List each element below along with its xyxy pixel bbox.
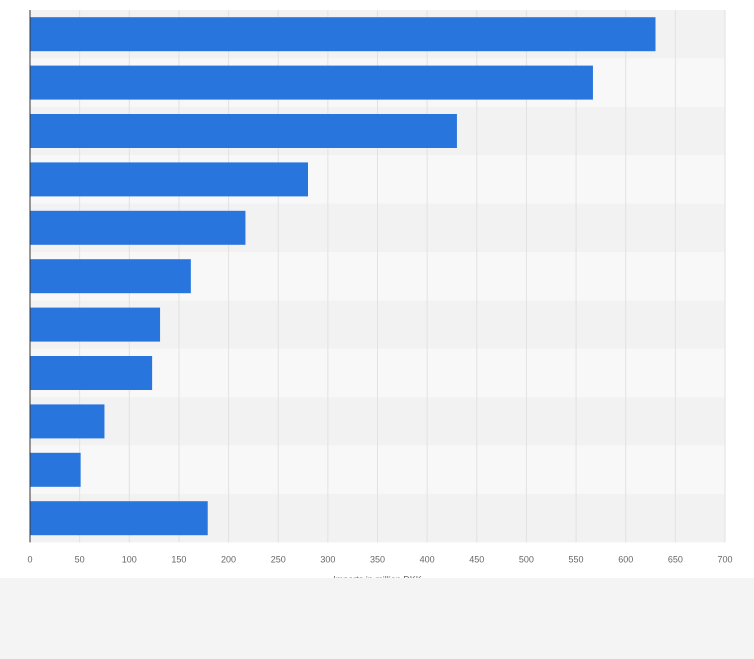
footer-area	[0, 578, 754, 659]
x-tick-label: 650	[668, 554, 683, 564]
x-tick-label: 600	[618, 554, 633, 564]
x-tick-label: 550	[569, 554, 584, 564]
x-axis-ticks: 0 50 100 150 200 250 300 350 400 450 500 550 600 650 7…	[27, 554, 732, 564]
x-tick-label: 200	[221, 554, 236, 564]
bar[interactable]	[30, 356, 153, 390]
x-tick-label: 500	[519, 554, 534, 564]
bar[interactable]	[30, 307, 161, 342]
bar[interactable]	[30, 452, 81, 487]
bar[interactable]	[30, 162, 308, 197]
x-tick-label: 350	[370, 554, 385, 564]
bar[interactable]	[30, 259, 191, 294]
x-tick-label: 450	[469, 554, 484, 564]
bar[interactable]	[30, 17, 656, 52]
x-tick-label: 300	[320, 554, 335, 564]
x-tick-label: 150	[171, 554, 186, 564]
x-tick-label: 50	[75, 554, 85, 564]
bar[interactable]	[30, 65, 593, 100]
x-tick-label: 0	[27, 554, 32, 564]
x-tick-label: 100	[122, 554, 137, 564]
bars	[30, 17, 656, 536]
bar[interactable]	[30, 501, 208, 536]
x-tick-label: 250	[271, 554, 286, 564]
x-tick-label: 400	[420, 554, 435, 564]
x-tick-label: 700	[717, 554, 732, 564]
bar[interactable]	[30, 404, 105, 439]
bar[interactable]	[30, 210, 246, 245]
bar[interactable]	[30, 114, 457, 148]
